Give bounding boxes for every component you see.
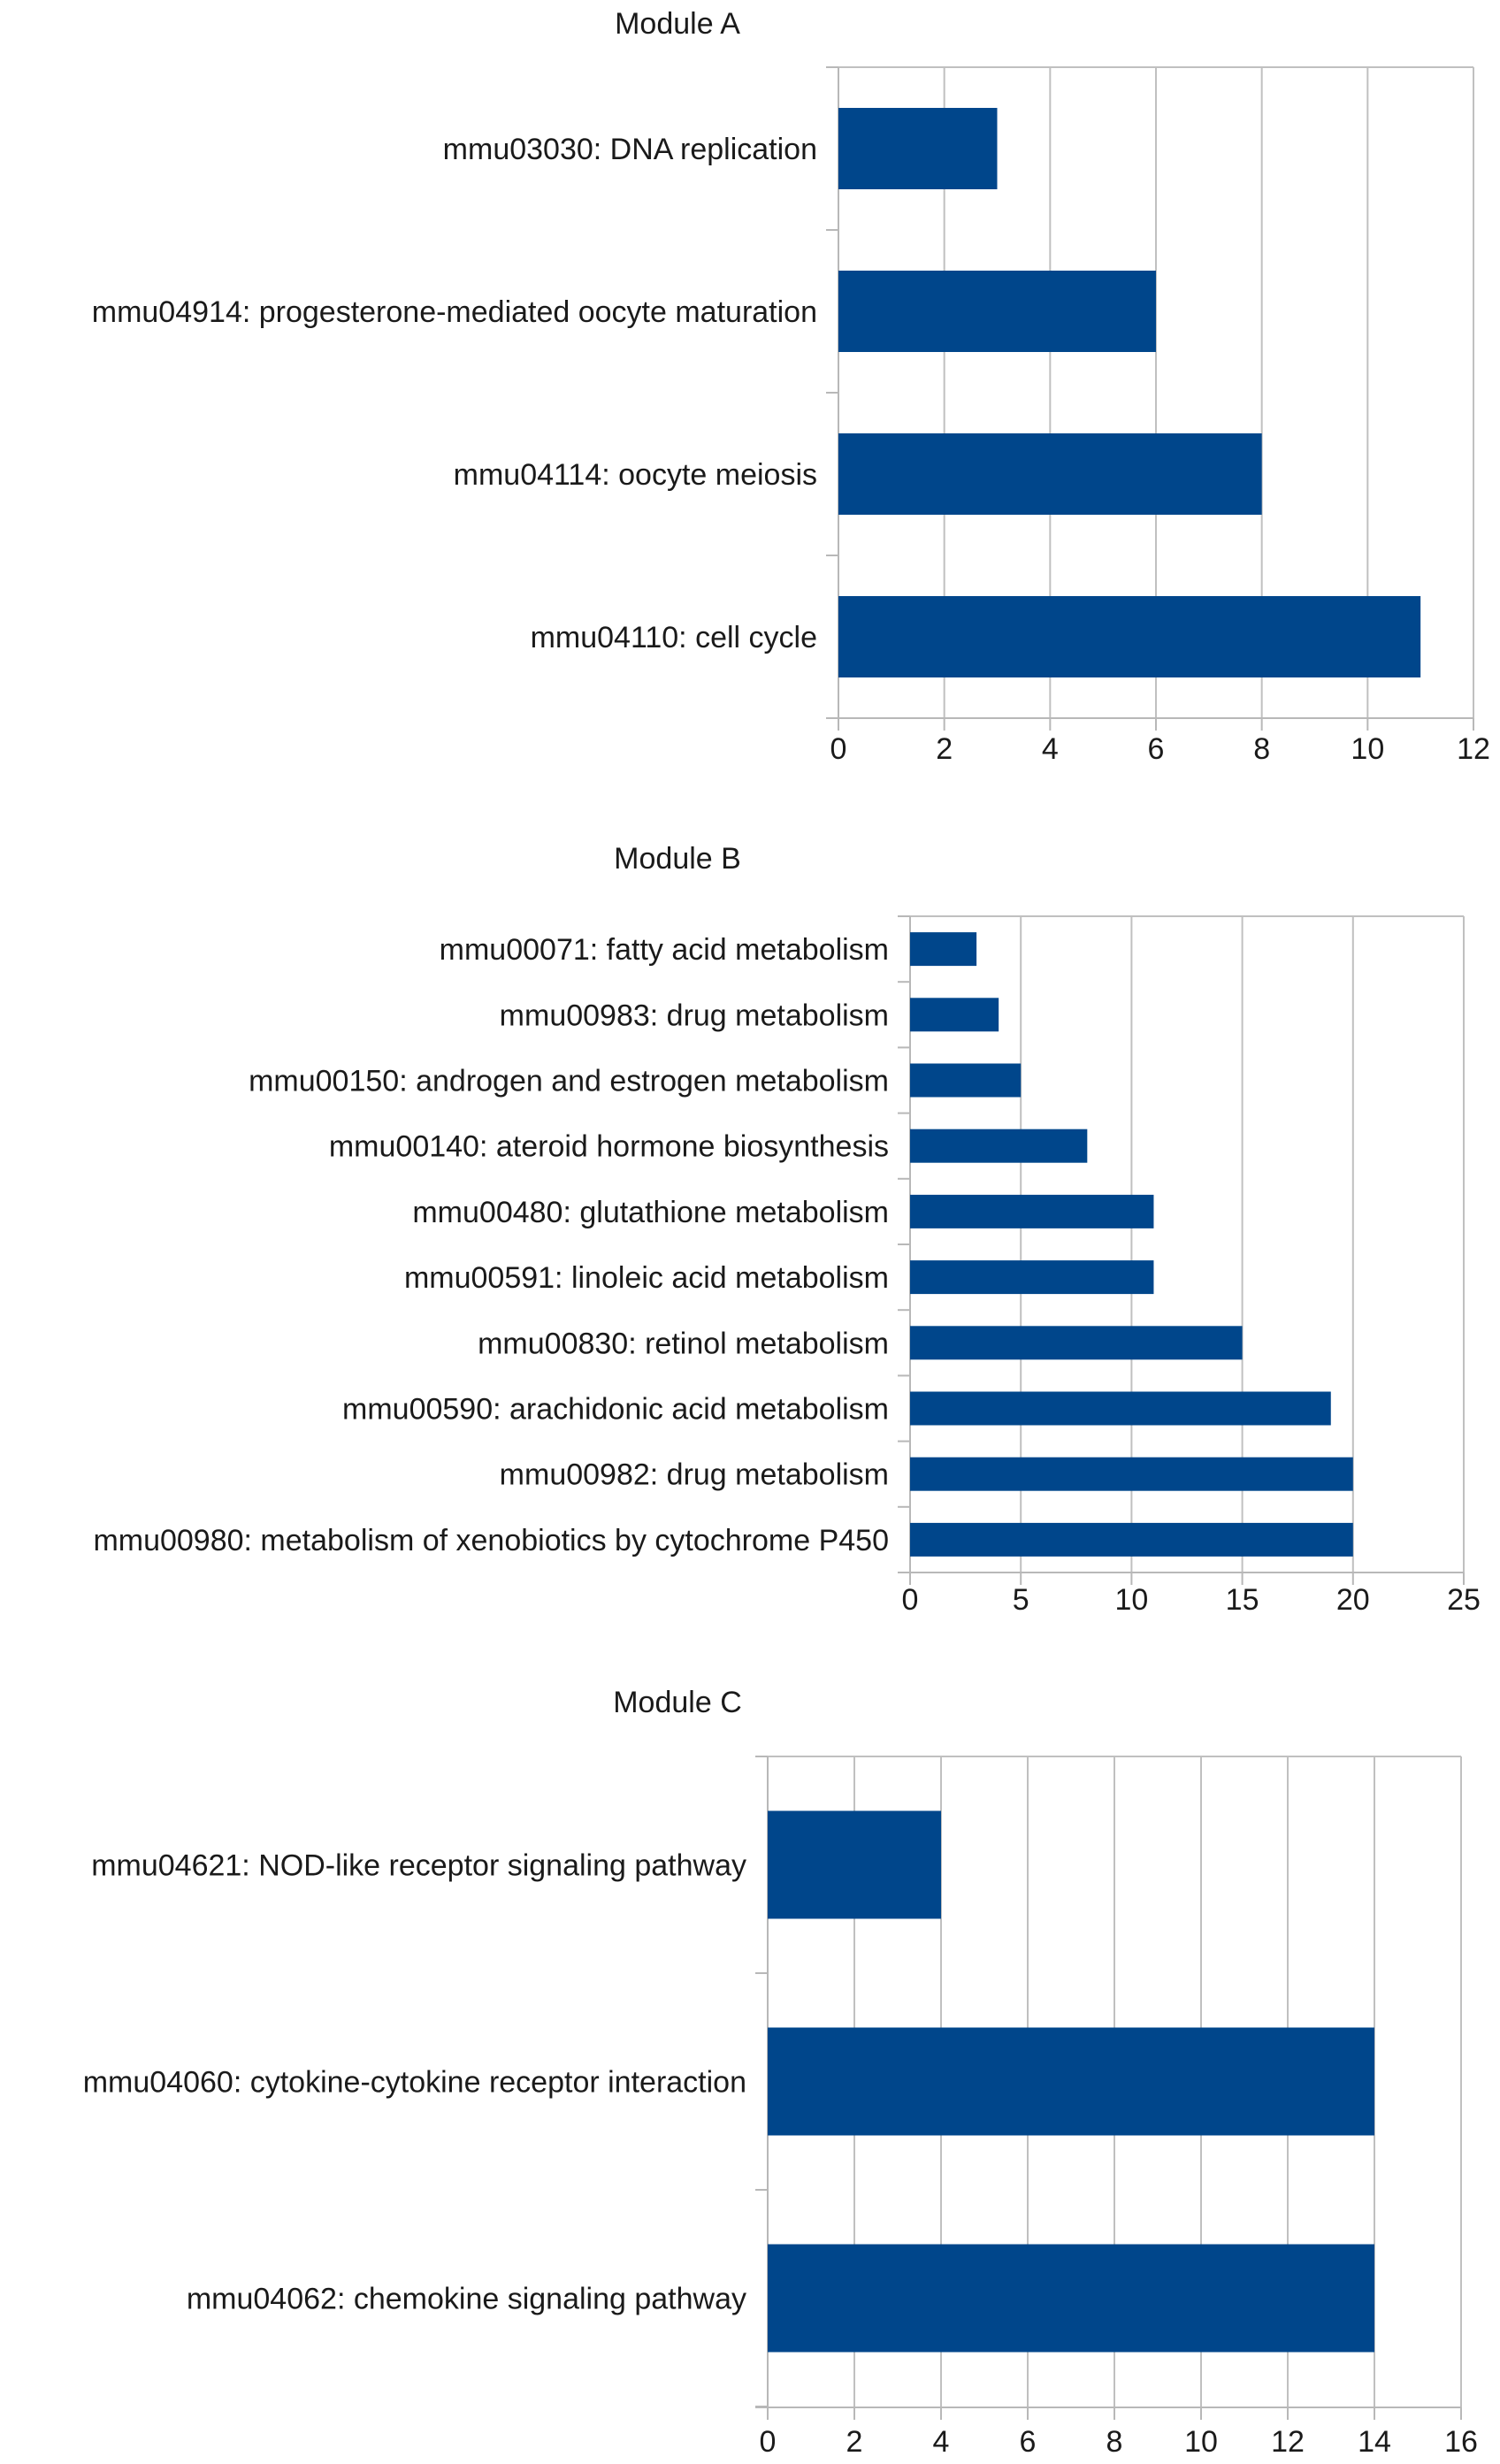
x-tick-label: 0 [830,732,847,766]
category-label: mmu00830: retinol metabolism [478,1327,889,1360]
x-tick-label: 0 [902,1583,919,1617]
bar-2 [910,998,999,1032]
chart-title: Module B [614,842,741,876]
x-tick-label: 10 [1351,732,1384,766]
category-label: mmu00982: drug metabolism [500,1458,889,1492]
category-label: mmu00071: fatty acid metabolism [440,933,889,967]
x-tick-label: 10 [1114,1583,1148,1617]
x-tick-label: 12 [1271,2425,1305,2459]
category-label: mmu00983: drug metabolism [500,999,889,1032]
x-tick-label: 14 [1358,2425,1391,2459]
bar-5 [910,1194,1154,1228]
bar-4 [838,596,1421,677]
bar-8 [910,1391,1331,1426]
x-tick-label: 4 [933,2425,950,2459]
category-label: mmu00590: arachidonic acid metabolism [342,1393,889,1427]
x-tick-label: 8 [1253,732,1270,766]
category-label: mmu00140: ateroid hormone biosynthesis [329,1130,889,1164]
bar-9 [910,1457,1353,1491]
bar-2 [838,271,1156,352]
category-label: mmu04621: NOD-like receptor signaling pa… [91,1849,746,1883]
module-a-chart: Module A 0 2 4 6 8 10 12 mmu03030: DNA replicati… [92,7,1490,766]
x-tick-label: 2 [846,2425,863,2459]
x-tick-label: 25 [1447,1583,1481,1617]
x-tick-label: 8 [1106,2425,1123,2459]
chart-title: Module C [613,1686,742,1719]
category-label: mmu00150: androgen and estrogen metaboli… [249,1065,889,1098]
category-label: mmu03030: DNA replication [443,133,817,166]
bar-2 [768,2027,1374,2136]
x-tick-label: 10 [1184,2425,1218,2459]
bar-10 [910,1522,1353,1557]
x-tick-label: 6 [1020,2425,1037,2459]
bar-1 [838,108,998,189]
x-tick-label: 15 [1226,1583,1259,1617]
bar-1 [910,932,977,967]
bar-3 [838,433,1262,515]
category-label: mmu04914: progesterone-mediated oocyte m… [92,295,817,329]
bar-7 [910,1326,1243,1360]
module-b-chart: Module B 0 5 10 15 20 25 mmu00071: fatty acid m… [93,842,1480,1617]
module-c-chart: Module C 0 2 4 6 8 10 12 14 16 mmu04621: NOD-like … [83,1686,1478,2459]
category-label: mmu00980: metabolism of xenobiotics by c… [93,1524,889,1557]
chart-title: Module A [615,7,740,41]
bar-6 [910,1260,1154,1295]
category-label: mmu00591: linoleic acid metabolism [404,1261,889,1295]
category-label: mmu04062: chemokine signaling pathway [187,2283,746,2316]
x-tick-label: 2 [936,732,953,766]
x-tick-label: 6 [1148,732,1165,766]
x-tick-label: 4 [1042,732,1059,766]
x-tick-label: 12 [1457,732,1490,766]
category-label: mmu00480: glutathione metabolism [412,1196,889,1229]
bar-3 [910,1063,1022,1098]
bar-1 [768,1810,941,1919]
category-label: mmu04110: cell cycle [531,621,817,654]
x-tick-label: 5 [1013,1583,1029,1617]
category-label: mmu04114: oocyte meiosis [454,458,817,492]
bar-3 [768,2244,1374,2353]
x-tick-label: 16 [1444,2425,1478,2459]
category-label: mmu04060: cytokine-cytokine receptor int… [83,2066,746,2100]
x-tick-label: 0 [760,2425,777,2459]
x-tick-label: 20 [1336,1583,1370,1617]
bar-4 [910,1129,1088,1163]
